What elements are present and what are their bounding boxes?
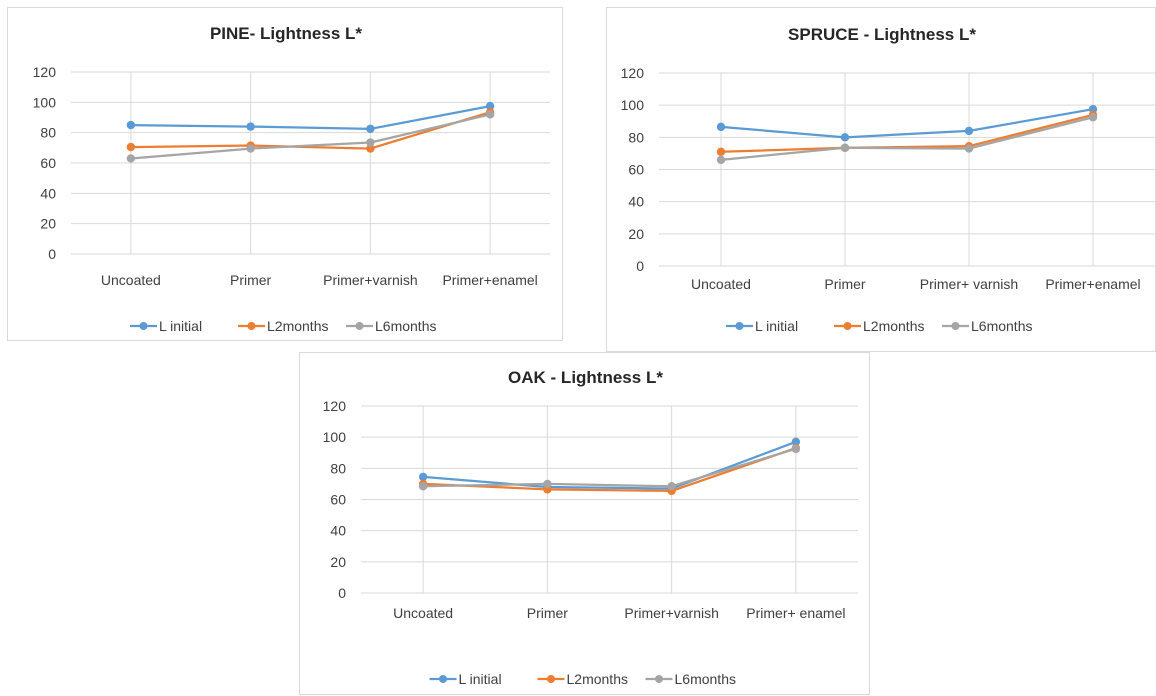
y-tick-label: 0	[636, 258, 644, 274]
x-tick-label: Primer+enamel	[442, 272, 537, 288]
chart-title: OAK - Lightness L*	[508, 368, 663, 387]
data-point-l6months	[840, 143, 850, 152]
legend-label: L2months	[567, 671, 628, 687]
y-tick-label: 80	[40, 125, 56, 141]
data-point-l6months	[716, 155, 726, 165]
data-point-l6months	[246, 144, 255, 153]
data-point-l-initial	[366, 124, 375, 134]
y-tick-label: 80	[330, 460, 346, 476]
legend-label: L6months	[971, 318, 1032, 334]
series-line-l2months	[423, 447, 797, 493]
data-point-l6months	[667, 482, 676, 491]
series-line-l6months	[720, 116, 1094, 161]
x-tick-label: Primer	[824, 276, 866, 292]
series-line-l6months	[130, 113, 491, 160]
data-point-l2months	[126, 142, 136, 152]
x-tick-label: Primer+varnish	[624, 605, 719, 621]
data-point-l-initial	[485, 101, 495, 111]
x-tick-label: Primer+varnish	[323, 272, 418, 288]
oak-lightness-chart: OAK - Lightness L* 0 20 40 60 80 100 120 Uncoate…	[299, 352, 870, 695]
data-point-l6months	[485, 110, 495, 119]
legend-marker-l6months	[951, 322, 960, 330]
legend-marker-l-initial	[439, 675, 447, 683]
y-tick-label: 120	[621, 65, 645, 81]
chart-svg: PINE- Lightness L* 0 20 40 60 80 100 120 Uncoate…	[33, 24, 550, 334]
y-tick-label: 120	[323, 398, 347, 414]
legend-marker-l-initial	[139, 322, 148, 330]
data-point-l6months	[418, 482, 428, 491]
y-tick-label: 80	[628, 129, 644, 145]
chart-svg: OAK - Lightness L* 0 20 40 60 80 100 120 Uncoate…	[323, 368, 858, 687]
data-point-l6months	[126, 154, 136, 163]
data-point-l-initial	[791, 437, 801, 447]
legend-label: L2months	[267, 318, 328, 334]
series-line-l6months	[423, 447, 797, 488]
x-tick-label: Primer	[230, 272, 272, 288]
x-tick-label: Primer	[527, 605, 569, 621]
legend-marker-l6months	[655, 675, 663, 683]
legend-marker-l6months	[355, 322, 364, 330]
y-tick-label: 20	[330, 554, 346, 570]
spruce-lightness-chart: SPRUCE - Lightness L* 0 20 40 60 80 100 120 Unco…	[606, 7, 1156, 352]
series-line-l-initial	[423, 440, 797, 490]
y-tick-label: 20	[628, 226, 644, 242]
series-line-l2months	[720, 113, 1094, 153]
data-point-l2months	[716, 147, 726, 157]
data-point-l-initial	[716, 122, 726, 132]
chart-title: PINE- Lightness L*	[210, 24, 362, 43]
data-point-l6months	[366, 138, 375, 147]
data-point-l6months	[964, 144, 974, 153]
x-tick-label: Uncoated	[691, 276, 751, 292]
pine-lightness-chart: PINE- Lightness L* 0 20 40 60 80 100 120 Uncoate…	[7, 7, 563, 341]
data-point-l-initial	[840, 133, 850, 142]
y-tick-label: 60	[330, 492, 346, 508]
y-tick-label: 60	[40, 155, 56, 171]
y-tick-label: 40	[330, 523, 346, 539]
series-line-l-initial	[130, 105, 491, 130]
y-tick-label: 120	[33, 64, 57, 80]
data-point-l2months	[366, 144, 375, 153]
legend-label: L initial	[755, 318, 798, 334]
series-line-l2months	[130, 111, 491, 150]
x-tick-label: Primer+ enamel	[746, 605, 845, 621]
legend-label: L6months	[675, 671, 736, 687]
y-tick-label: 100	[323, 429, 347, 445]
data-point-l-initial	[964, 126, 974, 136]
legend-label: L initial	[159, 318, 202, 334]
data-point-l-initial	[246, 122, 255, 131]
y-tick-label: 0	[338, 585, 346, 601]
legend-marker-l-initial	[735, 322, 744, 330]
legend-label: L initial	[459, 671, 502, 687]
chart-svg: SPRUCE - Lightness L* 0 20 40 60 80 100 120 Unco…	[621, 25, 1155, 334]
chart-title: SPRUCE - Lightness L*	[788, 25, 976, 44]
data-point-l6months	[1088, 113, 1098, 122]
data-point-l-initial	[126, 120, 136, 130]
y-tick-label: 100	[33, 94, 57, 110]
y-tick-label: 0	[48, 246, 56, 262]
y-tick-label: 20	[40, 216, 56, 232]
x-tick-label: Primer+ varnish	[920, 276, 1018, 292]
data-point-l6months	[543, 479, 552, 489]
legend-label: L6months	[375, 318, 436, 334]
legend-marker-l2months	[247, 322, 256, 330]
legend-marker-l2months	[843, 322, 852, 330]
series-line-l-initial	[720, 108, 1094, 139]
x-tick-label: Primer+enamel	[1045, 276, 1140, 292]
x-tick-label: Uncoated	[393, 605, 453, 621]
y-tick-label: 60	[628, 162, 644, 178]
y-tick-label: 100	[621, 97, 645, 113]
y-tick-label: 40	[40, 185, 56, 201]
legend-label: L2months	[863, 318, 924, 334]
data-point-l-initial	[418, 472, 428, 482]
legend-marker-l2months	[547, 675, 555, 683]
x-tick-label: Uncoated	[101, 272, 161, 288]
data-point-l6months	[791, 444, 801, 454]
y-tick-label: 40	[628, 194, 644, 210]
